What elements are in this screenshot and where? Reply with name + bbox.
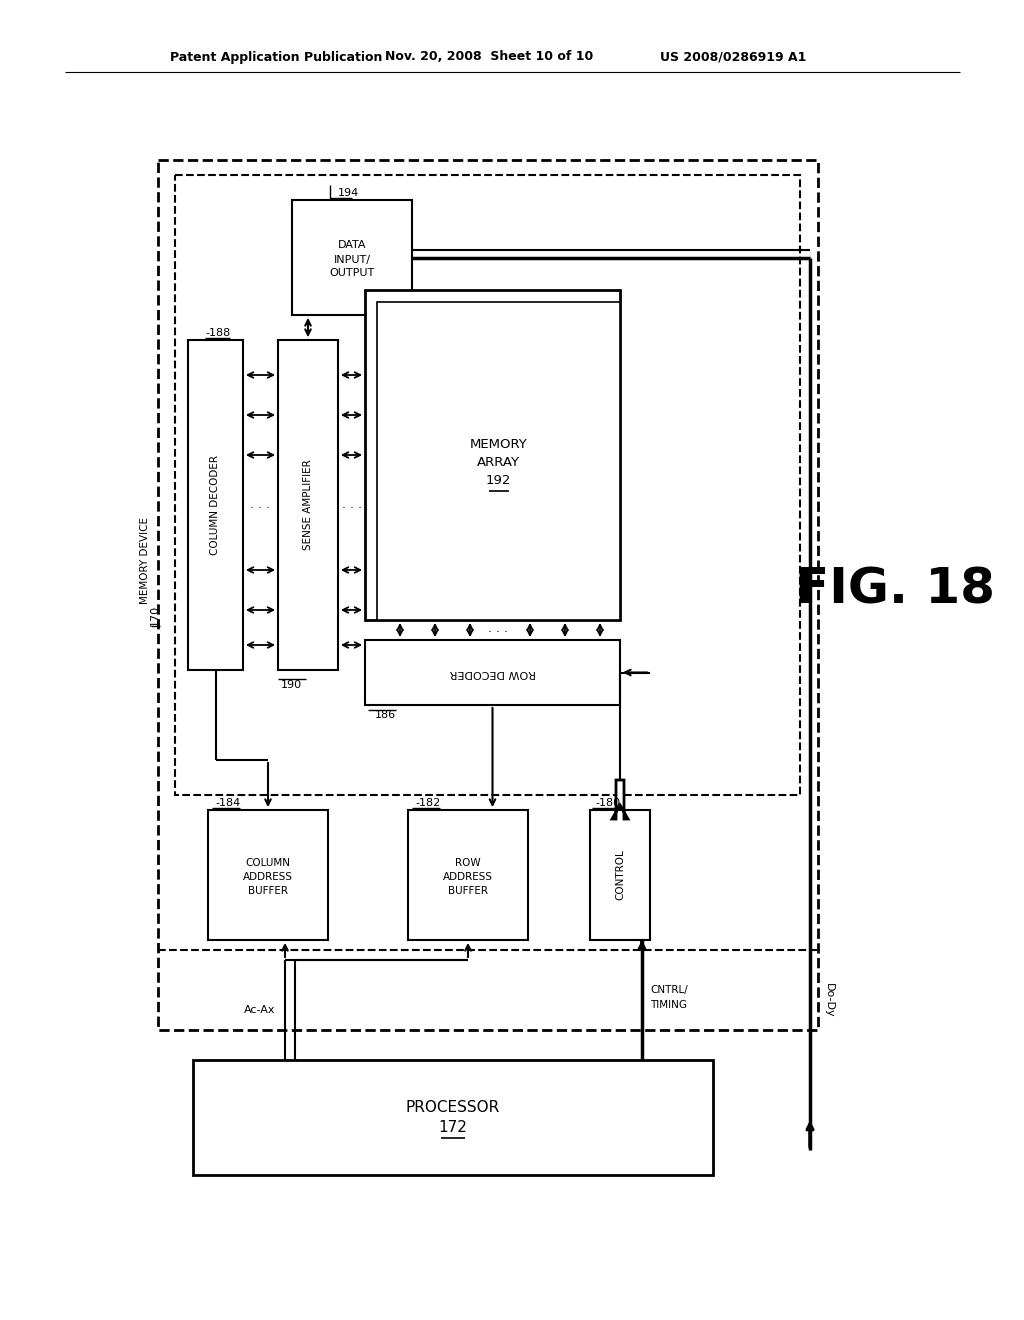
Text: -188: -188 <box>205 327 230 338</box>
Text: 170: 170 <box>150 605 160 626</box>
Text: DATA: DATA <box>338 240 367 251</box>
Polygon shape <box>612 780 628 818</box>
Bar <box>188 341 243 671</box>
Text: ROW: ROW <box>456 858 481 869</box>
Text: 186: 186 <box>375 710 396 719</box>
Text: INPUT/: INPUT/ <box>334 255 371 264</box>
Text: FIG. 18: FIG. 18 <box>795 566 995 614</box>
Text: Do-Dy: Do-Dy <box>824 982 834 1018</box>
Text: ROW DECODER: ROW DECODER <box>450 668 536 677</box>
Bar <box>158 160 818 1030</box>
Text: CONTROL: CONTROL <box>615 850 625 900</box>
Text: MEMORY: MEMORY <box>470 438 527 451</box>
Text: BUFFER: BUFFER <box>248 886 288 896</box>
Bar <box>408 810 528 940</box>
Text: MEMORY DEVICE: MEMORY DEVICE <box>140 516 150 603</box>
Text: US 2008/0286919 A1: US 2008/0286919 A1 <box>660 50 806 63</box>
Text: . . .: . . . <box>488 622 509 635</box>
Text: ADDRESS: ADDRESS <box>443 873 493 882</box>
Text: COLUMN DECODER: COLUMN DECODER <box>211 455 220 554</box>
Bar <box>365 290 620 620</box>
Text: TIMING: TIMING <box>650 1001 687 1010</box>
Text: CNTRL/: CNTRL/ <box>650 985 688 995</box>
Bar <box>377 302 620 620</box>
Text: PROCESSOR: PROCESSOR <box>406 1100 500 1115</box>
Bar <box>365 640 620 705</box>
Text: ARRAY: ARRAY <box>477 457 520 470</box>
Text: Nov. 20, 2008  Sheet 10 of 10: Nov. 20, 2008 Sheet 10 of 10 <box>385 50 593 63</box>
Text: BUFFER: BUFFER <box>449 886 488 896</box>
Text: COLUMN: COLUMN <box>246 858 291 869</box>
Text: 194: 194 <box>338 187 359 198</box>
Bar <box>292 201 412 315</box>
Text: -182: -182 <box>415 799 440 808</box>
Text: 172: 172 <box>438 1119 467 1135</box>
Text: 190: 190 <box>281 680 302 690</box>
Bar <box>193 1060 713 1175</box>
Bar <box>278 341 338 671</box>
Text: 192: 192 <box>485 474 511 487</box>
Bar <box>175 176 800 795</box>
Text: . . .: . . . <box>251 499 270 511</box>
Text: . . .: . . . <box>341 499 361 511</box>
Text: SENSE AMPLIFIER: SENSE AMPLIFIER <box>303 459 313 550</box>
Bar <box>208 810 328 940</box>
Text: OUTPUT: OUTPUT <box>330 268 375 279</box>
Bar <box>590 810 650 940</box>
Text: Patent Application Publication: Patent Application Publication <box>170 50 382 63</box>
Text: -184: -184 <box>215 799 241 808</box>
Text: -180: -180 <box>595 799 621 808</box>
Text: Ac-Ax: Ac-Ax <box>244 1005 275 1015</box>
Text: ADDRESS: ADDRESS <box>243 873 293 882</box>
